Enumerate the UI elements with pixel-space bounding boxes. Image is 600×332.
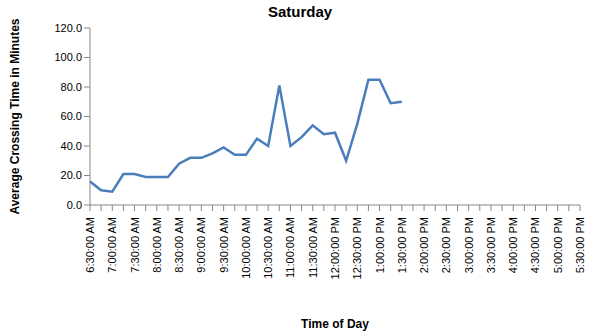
svg-text:5:00:00 PM: 5:00:00 PM (552, 217, 564, 273)
svg-text:10:00:00 AM: 10:00:00 AM (240, 217, 252, 279)
svg-text:60.0: 60.0 (61, 110, 82, 122)
svg-text:9:30:00 AM: 9:30:00 AM (218, 217, 230, 273)
svg-text:5:30:00 PM: 5:30:00 PM (574, 217, 586, 273)
svg-text:10:30:00 AM: 10:30:00 AM (262, 217, 274, 279)
svg-text:12:00:00 PM: 12:00:00 PM (329, 217, 341, 279)
svg-text:0.0: 0.0 (67, 199, 82, 211)
svg-text:8:30:00 AM: 8:30:00 AM (173, 217, 185, 273)
svg-text:3:30:00 PM: 3:30:00 PM (485, 217, 497, 273)
svg-text:80.0: 80.0 (61, 81, 82, 93)
svg-text:1:30:00 PM: 1:30:00 PM (396, 217, 408, 273)
svg-text:40.0: 40.0 (61, 140, 82, 152)
svg-text:7:30:00 AM: 7:30:00 AM (129, 217, 141, 273)
svg-text:Average Crossing Time in Minut: Average Crossing Time in Minutes (8, 18, 22, 214)
svg-text:7:00:00 AM: 7:00:00 AM (106, 217, 118, 273)
svg-text:8:00:00 AM: 8:00:00 AM (151, 217, 163, 273)
svg-text:11:30:00 AM: 11:30:00 AM (307, 217, 319, 278)
svg-text:120.0: 120.0 (54, 22, 82, 34)
svg-text:4:00:00 PM: 4:00:00 PM (507, 217, 519, 273)
svg-text:11:00:00 AM: 11:00:00 AM (284, 217, 296, 278)
svg-text:2:30:00 PM: 2:30:00 PM (440, 217, 452, 273)
svg-text:1:00:00 PM: 1:00:00 PM (374, 217, 386, 273)
svg-text:2:00:00 PM: 2:00:00 PM (418, 217, 430, 273)
svg-text:4:30:00 PM: 4:30:00 PM (529, 217, 541, 273)
svg-text:3:00:00 PM: 3:00:00 PM (463, 217, 475, 273)
svg-text:20.0: 20.0 (61, 169, 82, 181)
html-text:Saturday: Saturday (267, 3, 333, 20)
svg-text:9:00:00 AM: 9:00:00 AM (195, 217, 207, 273)
svg-text:Time of Day: Time of Day (301, 317, 369, 331)
svg-text:12:30:00 PM: 12:30:00 PM (351, 217, 363, 279)
svg-text:100.0: 100.0 (54, 51, 82, 63)
svg-text:6:30:00 AM: 6:30:00 AM (84, 217, 96, 273)
